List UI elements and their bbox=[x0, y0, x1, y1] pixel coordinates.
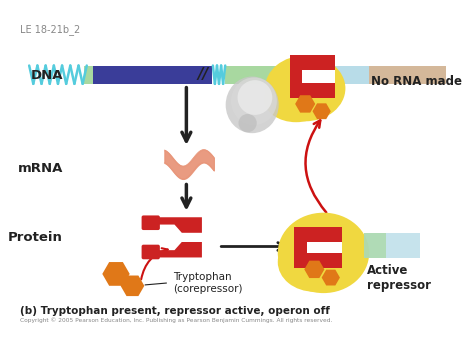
Text: Tryptophan
(corepressor): Tryptophan (corepressor) bbox=[173, 272, 242, 294]
Ellipse shape bbox=[264, 77, 328, 122]
Polygon shape bbox=[156, 217, 202, 233]
Bar bbox=[290, 55, 335, 72]
Bar bbox=[93, 66, 212, 84]
Bar bbox=[369, 66, 446, 84]
Polygon shape bbox=[156, 242, 202, 257]
FancyBboxPatch shape bbox=[364, 233, 386, 258]
Bar bbox=[307, 242, 342, 253]
Bar bbox=[294, 251, 342, 268]
Text: mRNA: mRNA bbox=[18, 162, 63, 175]
Text: LE 18-21b_2: LE 18-21b_2 bbox=[20, 24, 80, 35]
Ellipse shape bbox=[238, 114, 257, 132]
Polygon shape bbox=[322, 270, 340, 285]
FancyBboxPatch shape bbox=[364, 233, 420, 258]
FancyBboxPatch shape bbox=[142, 245, 160, 259]
Ellipse shape bbox=[231, 77, 277, 125]
Ellipse shape bbox=[278, 213, 369, 293]
Bar bbox=[156, 233, 202, 242]
Text: DNA: DNA bbox=[30, 69, 63, 82]
Bar bbox=[290, 55, 302, 98]
Bar bbox=[294, 227, 342, 244]
Ellipse shape bbox=[265, 55, 346, 121]
Text: Protein: Protein bbox=[8, 231, 63, 244]
Bar bbox=[225, 66, 291, 84]
Text: //: // bbox=[197, 67, 209, 82]
Bar bbox=[294, 227, 307, 268]
Polygon shape bbox=[295, 95, 315, 113]
Text: Copyright © 2005 Pearson Education, Inc. Publishing as Pearson Benjamin Cummings: Copyright © 2005 Pearson Education, Inc.… bbox=[20, 317, 332, 322]
Text: (b) Tryptophan present, repressor active, operon off: (b) Tryptophan present, repressor active… bbox=[20, 306, 330, 316]
FancyBboxPatch shape bbox=[142, 215, 160, 230]
Polygon shape bbox=[102, 262, 130, 286]
Text: No RNA made: No RNA made bbox=[371, 76, 462, 88]
Bar bbox=[302, 70, 335, 83]
Ellipse shape bbox=[278, 232, 351, 292]
Polygon shape bbox=[304, 261, 324, 278]
Bar bbox=[84, 66, 93, 84]
Bar bbox=[290, 81, 335, 98]
Ellipse shape bbox=[226, 77, 279, 133]
Ellipse shape bbox=[237, 80, 272, 115]
Polygon shape bbox=[120, 275, 145, 296]
Bar bbox=[225, 66, 446, 84]
Text: Active
repressor: Active repressor bbox=[367, 264, 431, 292]
Polygon shape bbox=[312, 103, 331, 119]
